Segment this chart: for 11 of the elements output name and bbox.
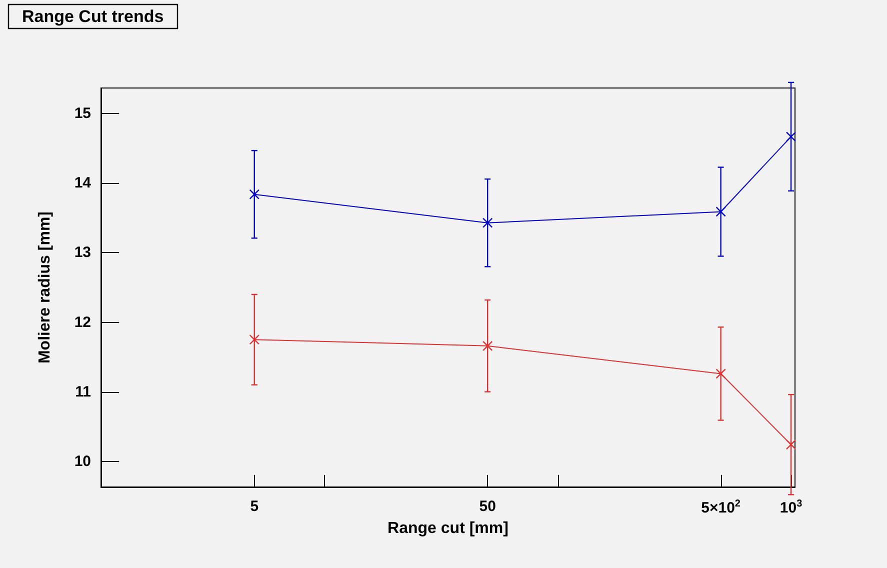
y-tick-label: 13 (74, 244, 91, 262)
x-tick-label: 50 (479, 498, 496, 515)
y-tick-label: 11 (75, 383, 91, 400)
y-tick-label: 15 (74, 105, 91, 122)
x-axis-title: Range cut [mm] (388, 520, 508, 537)
y-tick-label: 14 (74, 174, 92, 192)
y-axis-title: Moliere radius [mm] (36, 211, 54, 364)
x-tick-label: 5 (250, 498, 259, 515)
chart-title: Range Cut trends (22, 7, 164, 26)
y-tick-label: 10 (74, 452, 91, 470)
y-tick-label: 12 (74, 314, 91, 331)
